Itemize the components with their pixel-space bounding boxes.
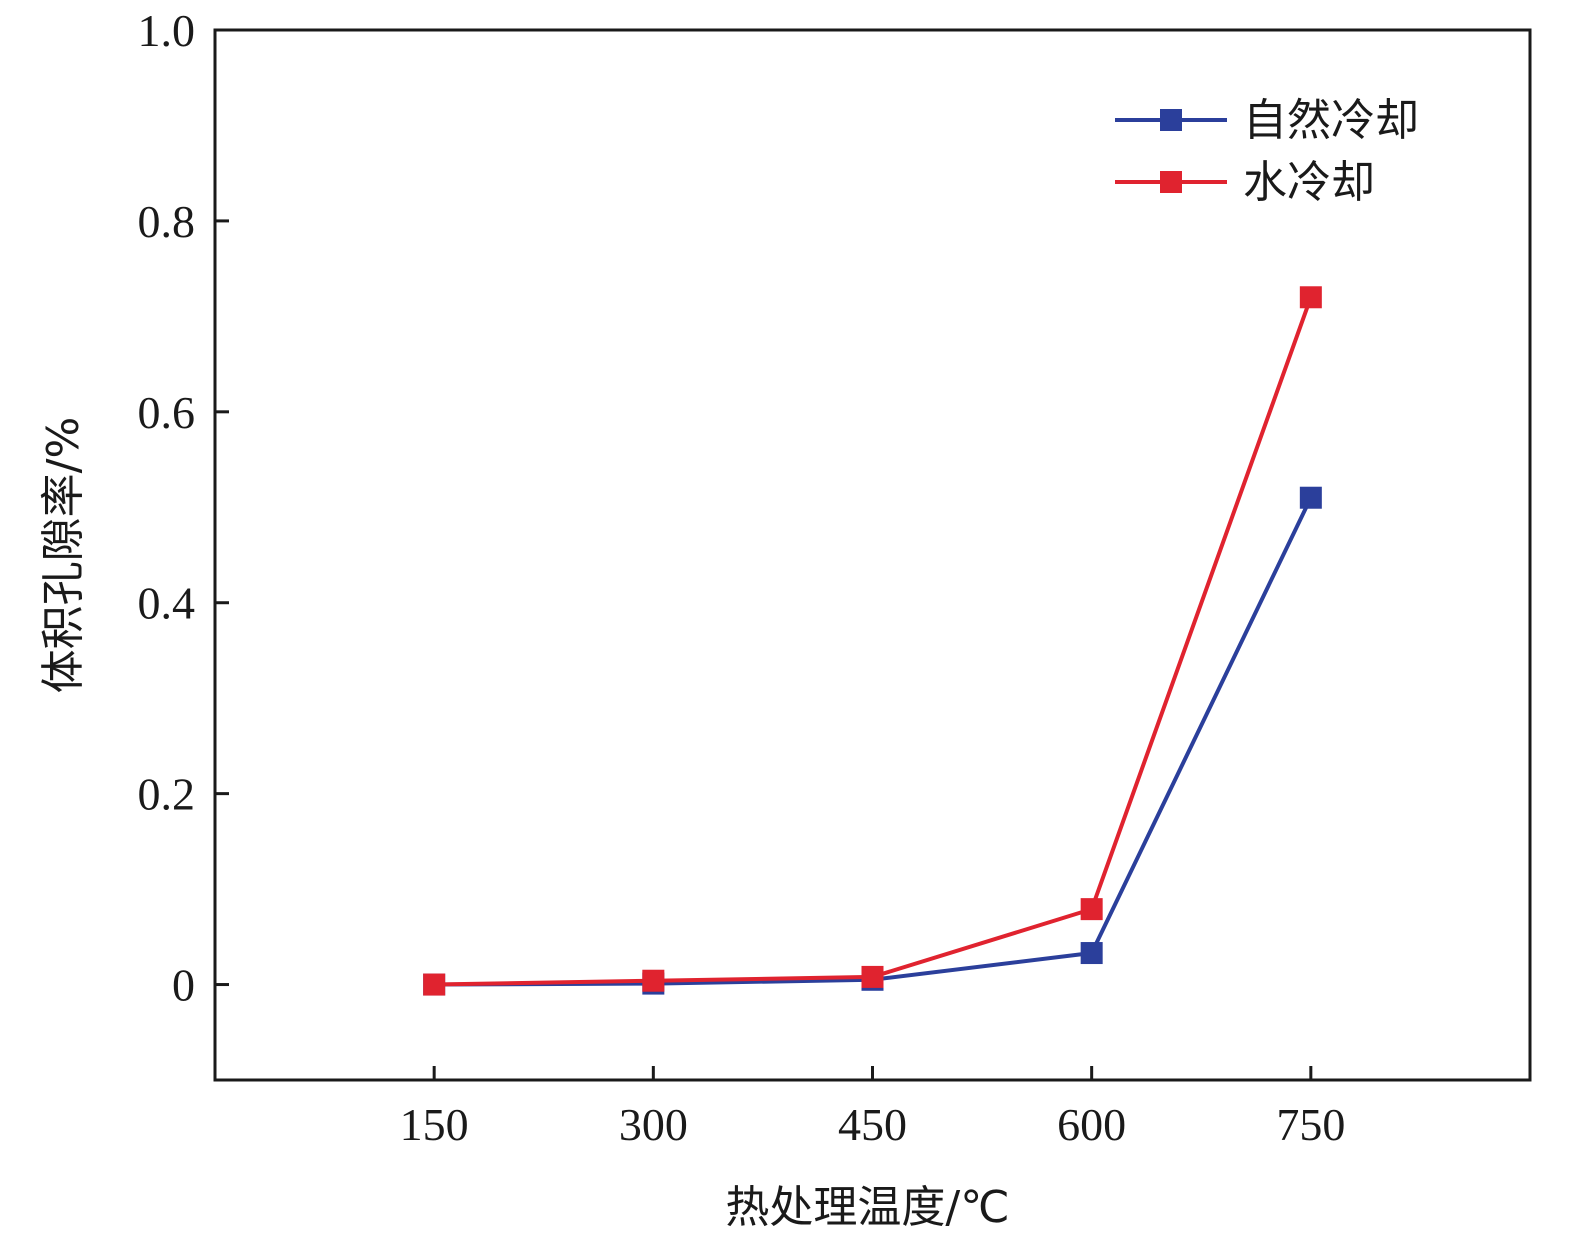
x-tick-label: 450 bbox=[838, 1099, 907, 1150]
y-tick-label: 0.4 bbox=[138, 578, 196, 629]
data-point bbox=[1299, 286, 1322, 309]
y-tick-label: 0.2 bbox=[138, 769, 196, 820]
series-line bbox=[434, 496, 1313, 987]
legend-item: 水冷却 bbox=[1115, 157, 1375, 208]
data-point bbox=[1299, 486, 1322, 509]
y-tick-label: 0.6 bbox=[138, 387, 196, 438]
y-axis-title: 体积孔隙率/% bbox=[38, 417, 89, 694]
x-tick-label: 150 bbox=[400, 1099, 469, 1150]
data-point bbox=[1080, 942, 1103, 965]
data-point bbox=[1080, 898, 1103, 921]
series-2 bbox=[423, 286, 1322, 996]
data-point bbox=[861, 965, 884, 988]
y-axis: 0 0.2 0.4 0.6 0.8 1.0 bbox=[138, 5, 229, 1011]
legend-label: 自然冷却 bbox=[1243, 95, 1419, 146]
data-point bbox=[423, 973, 446, 996]
legend-marker bbox=[1160, 171, 1182, 193]
legend-label: 水冷却 bbox=[1243, 157, 1375, 208]
x-axis-title: 热处理温度/℃ bbox=[725, 1182, 1009, 1233]
y-tick-label: 0.8 bbox=[138, 196, 196, 247]
legend-item: 自然冷却 bbox=[1115, 95, 1419, 146]
series-1 bbox=[423, 486, 1322, 996]
legend-marker bbox=[1160, 109, 1182, 131]
y-tick-label: 1.0 bbox=[138, 5, 196, 56]
data-point bbox=[642, 969, 665, 992]
x-tick-label: 750 bbox=[1276, 1099, 1345, 1150]
x-axis: 150 300 450 600 750 bbox=[400, 1066, 1345, 1150]
x-tick-label: 600 bbox=[1057, 1099, 1126, 1150]
series-line bbox=[434, 296, 1313, 987]
series-group bbox=[423, 286, 1322, 996]
y-tick-label: 0 bbox=[172, 960, 195, 1011]
x-tick-label: 300 bbox=[619, 1099, 688, 1150]
